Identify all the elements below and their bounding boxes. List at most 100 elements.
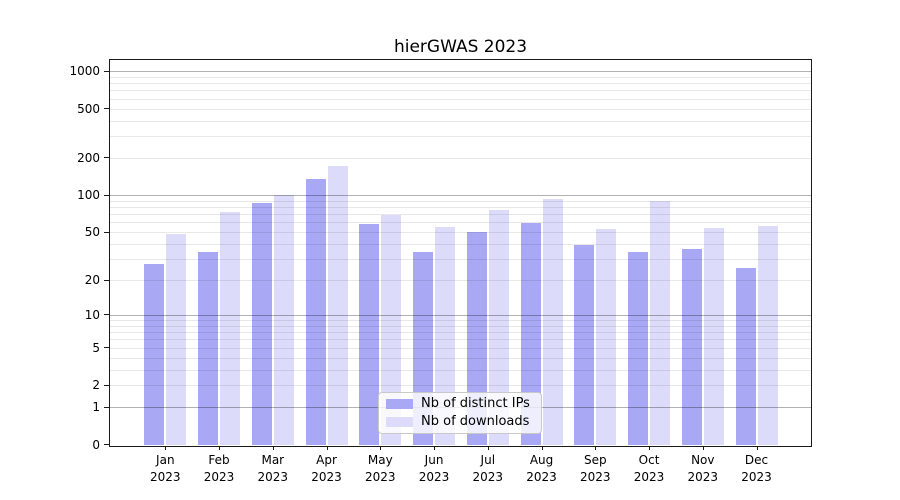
- x-tick-label-feb: Feb 2023: [203, 453, 235, 484]
- bar-downloads-aug: [542, 199, 563, 445]
- bar-ips-aug: [520, 223, 541, 445]
- chart-title: hierGWAS 2023: [393, 37, 528, 57]
- x-tick-label-nov: Nov 2023: [687, 453, 719, 484]
- y-tick-label-20: 20: [84, 273, 100, 288]
- legend-swatch-distinct-ips: [386, 399, 413, 409]
- bar-ips-sep: [574, 245, 595, 445]
- gridline-2: [110, 385, 811, 387]
- x-tick-aug: [541, 446, 543, 450]
- gridline-900: [110, 76, 811, 78]
- gridline-70: [110, 214, 811, 216]
- y-tick-label-1: 1: [92, 400, 100, 415]
- gridline-3: [110, 369, 811, 371]
- bar-ips-dec: [735, 268, 756, 445]
- y-tick-50: [104, 231, 110, 233]
- y-tick-label-10: 10: [84, 307, 100, 322]
- x-tick-apr: [326, 446, 328, 450]
- gridline-100: [110, 195, 811, 197]
- gridline-60: [110, 222, 811, 224]
- gridline-500: [110, 108, 811, 110]
- bar-ips-may: [359, 224, 380, 445]
- legend-item-downloads: Nb of downloads: [386, 415, 541, 429]
- x-tick-label-jun: Jun 2023: [418, 453, 450, 484]
- gridline-1000: [110, 71, 811, 73]
- bar-downloads-sep: [596, 228, 617, 445]
- gridline-7: [110, 332, 811, 334]
- gridline-80: [110, 207, 811, 209]
- y-tick-100: [104, 194, 110, 196]
- x-tick-feb: [219, 446, 221, 450]
- x-tick-sep: [595, 446, 597, 450]
- bar-ips-oct: [628, 252, 649, 445]
- x-tick-jul: [487, 446, 489, 450]
- x-tick-label-aug: Aug 2023: [526, 453, 557, 484]
- legend-swatch-downloads: [386, 417, 413, 427]
- x-tick-may: [380, 446, 382, 450]
- gridline-800: [110, 83, 811, 85]
- bar-downloads-may: [381, 214, 402, 445]
- x-tick-label-jan: Jan 2023: [150, 453, 181, 484]
- gridline-600: [110, 98, 811, 100]
- y-tick-5: [104, 347, 110, 349]
- y-tick-label-100: 100: [77, 188, 100, 203]
- bar-downloads-oct: [650, 200, 671, 445]
- x-tick-label-may: May 2023: [365, 453, 396, 484]
- bar-downloads-nov: [703, 227, 724, 445]
- x-tick-oct: [649, 446, 651, 450]
- gridline-50: [110, 232, 811, 234]
- x-tick-label-oct: Oct 2023: [633, 453, 665, 484]
- gridline-400: [110, 120, 811, 122]
- gridline-300: [110, 136, 811, 138]
- x-tick-jan: [165, 446, 167, 450]
- bar-downloads-mar: [273, 194, 294, 445]
- y-tick-label-1000: 1000: [69, 64, 100, 79]
- gridline-200: [110, 157, 811, 159]
- y-tick-20: [104, 279, 110, 281]
- gridline-40: [110, 243, 811, 245]
- y-tick-1000: [104, 70, 110, 72]
- legend-label-downloads: Nb of downloads: [421, 414, 530, 429]
- y-tick-label-2: 2: [92, 378, 100, 393]
- gridline-8: [110, 325, 811, 327]
- bar-downloads-jun: [435, 227, 456, 445]
- y-tick-10: [104, 314, 110, 316]
- gridline-5: [110, 347, 811, 349]
- gridline-90: [110, 200, 811, 202]
- y-tick-label-50: 50: [84, 225, 100, 240]
- y-tick-2: [104, 384, 110, 386]
- bar-downloads-jul: [488, 209, 509, 445]
- bar-ips-feb: [198, 252, 219, 445]
- legend: Nb of distinct IPs Nb of downloads: [378, 392, 542, 434]
- bar-ips-jan: [144, 264, 165, 445]
- y-tick-1: [104, 406, 110, 408]
- gridline-4: [110, 357, 811, 359]
- x-tick-label-sep: Sep 2023: [580, 453, 611, 484]
- x-tick-dec: [756, 446, 758, 450]
- y-tick-0: [104, 444, 110, 445]
- y-tick-500: [104, 108, 110, 110]
- y-tick-label-0: 0: [92, 437, 100, 452]
- gridline-10: [110, 314, 811, 316]
- x-tick-label-apr: Apr 2023: [311, 453, 342, 484]
- x-tick-mar: [272, 446, 274, 450]
- y-tick-label-500: 500: [77, 101, 100, 116]
- gridline-20: [110, 280, 811, 282]
- x-tick-nov: [702, 446, 704, 450]
- legend-item-distinct-ips: Nb of distinct IPs: [386, 397, 541, 411]
- x-tick-label-mar: Mar 2023: [257, 453, 289, 484]
- legend-label-distinct-ips: Nb of distinct IPs: [421, 396, 530, 411]
- y-tick-200: [104, 157, 110, 159]
- bar-downloads-apr: [327, 166, 348, 445]
- bar-ips-mar: [251, 203, 272, 445]
- y-tick-label-200: 200: [77, 150, 100, 165]
- bar-downloads-jan: [166, 234, 187, 445]
- x-tick-label-jul: Jul 2023: [472, 453, 504, 484]
- plot-area: Nb of distinct IPs Nb of downloads: [109, 59, 812, 447]
- bar-ips-nov: [681, 249, 702, 445]
- bar-downloads-dec: [757, 226, 778, 445]
- x-tick-jun: [434, 446, 436, 450]
- bar-ips-jul: [466, 232, 487, 445]
- gridline-30: [110, 258, 811, 260]
- bar-downloads-feb: [220, 211, 241, 445]
